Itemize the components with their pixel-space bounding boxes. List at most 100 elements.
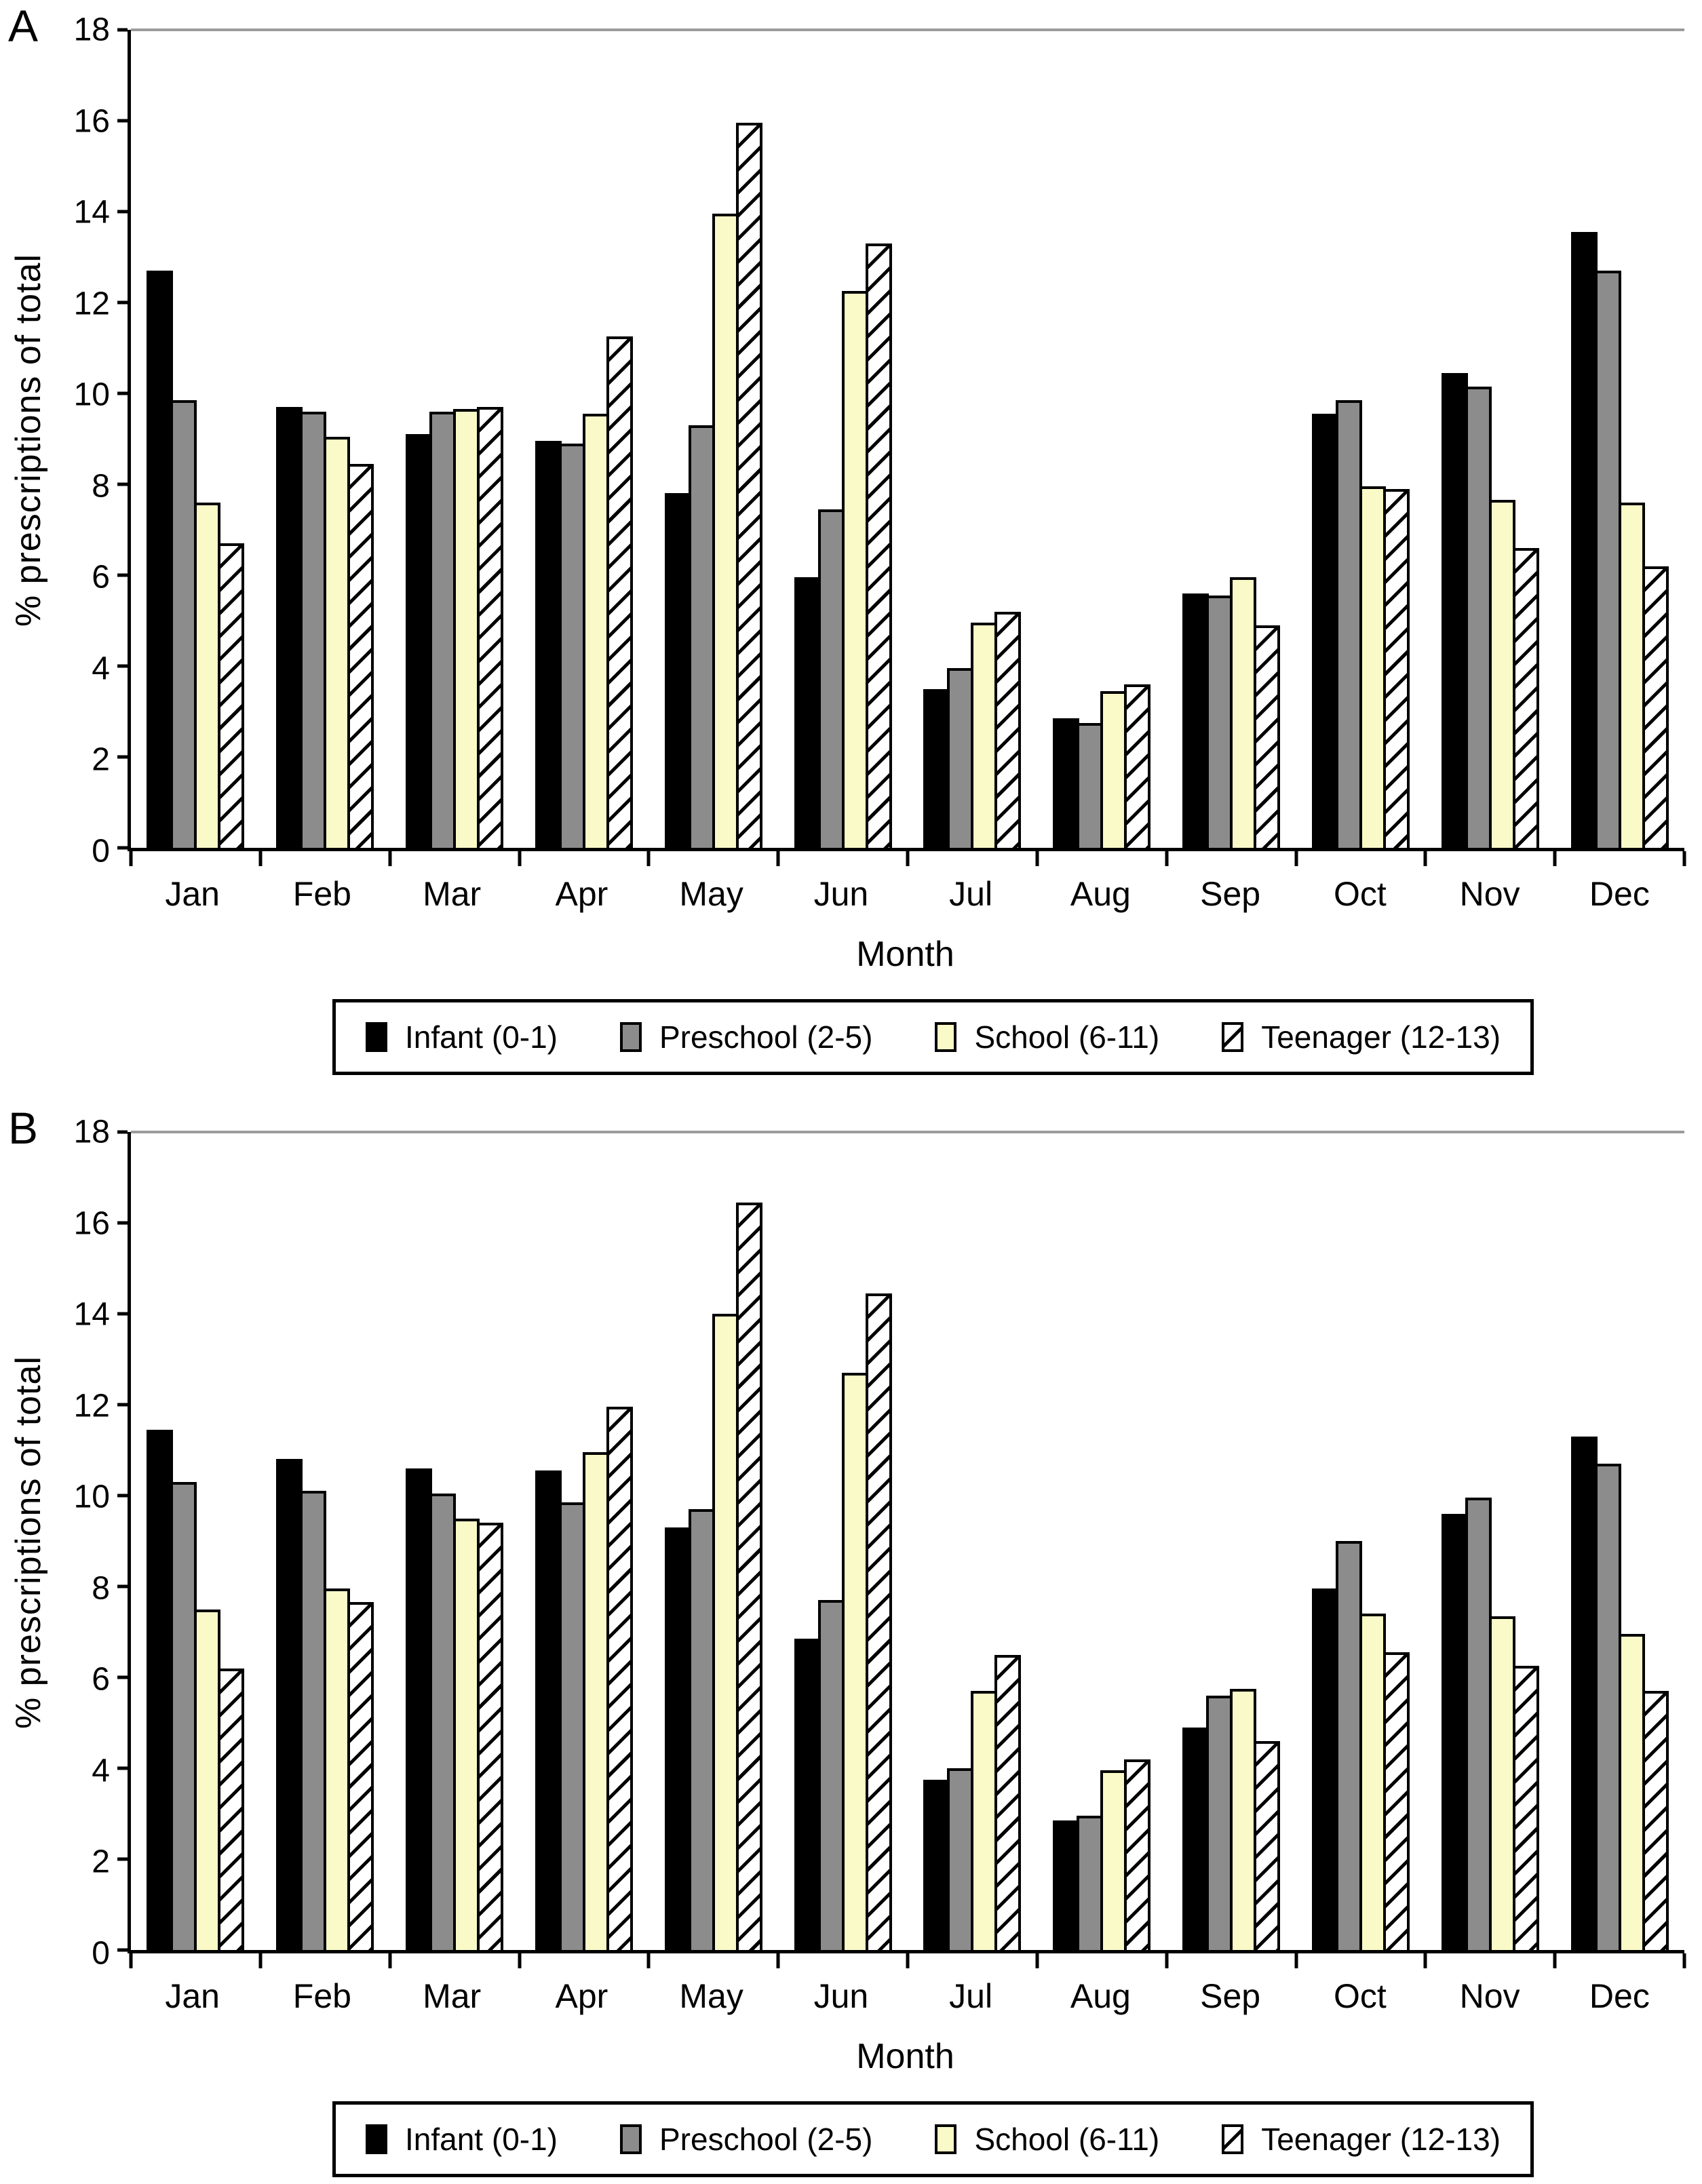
bar-teenager-oct	[1382, 488, 1410, 848]
bar-teenager-may	[735, 123, 762, 848]
y-tick-mark	[117, 1584, 128, 1588]
bar-group-sep	[1167, 30, 1296, 848]
x-tick-label-nov: Nov	[1459, 875, 1520, 913]
bar-school-oct	[1359, 1614, 1386, 1950]
bar-infant-oct	[1311, 1588, 1338, 1950]
y-tick-mark	[117, 846, 128, 850]
bar-infant-sep	[1182, 593, 1210, 848]
bar-group-apr	[519, 30, 649, 848]
bar-school-oct	[1359, 486, 1386, 848]
bar-group-jan	[131, 1132, 260, 1950]
bar-infant-nov	[1441, 372, 1468, 848]
y-tick-label-18: 18	[73, 12, 110, 48]
bar-teenager-jan	[218, 543, 245, 848]
x-tick-label-aug: Aug	[1070, 1977, 1131, 2015]
bar-teenager-jul	[994, 1654, 1022, 1950]
x-axis-category-labels: Jan Feb Mar Apr May Jun Jul Aug Sep Oct Nov Dec	[128, 874, 1684, 914]
bar-infant-jan	[147, 1429, 174, 1950]
bar-infant-feb	[276, 407, 303, 848]
bar-teenager-jun	[865, 243, 892, 848]
x-tick-label-sep: Sep	[1200, 1977, 1261, 2015]
x-axis-title: Month	[856, 2037, 954, 2076]
bar-infant-jun	[794, 577, 821, 848]
bar-preschool-mar	[429, 1493, 457, 1950]
legend-label: School (6-11)	[974, 2122, 1160, 2157]
y-tick-mark	[117, 210, 128, 214]
bar-infant-mar	[406, 434, 433, 848]
x-tick-mark	[1682, 1953, 1686, 1968]
x-tick-mark	[388, 1953, 392, 1968]
bar-preschool-oct	[1335, 1541, 1362, 1950]
bar-preschool-aug	[1077, 1816, 1104, 1950]
y-tick-mark	[117, 1766, 128, 1770]
bar-preschool-may	[688, 1509, 715, 1950]
x-tick-mark	[1553, 851, 1557, 866]
bar-preschool-aug	[1077, 722, 1104, 848]
bar-school-sep	[1230, 1688, 1257, 1950]
x-tick-label-jul: Jul	[949, 875, 993, 913]
bar-infant-may	[664, 493, 691, 848]
bar-infant-feb	[276, 1459, 303, 1950]
legend-label: Infant (0-1)	[405, 1019, 558, 1055]
x-tick-mark	[776, 851, 780, 866]
y-tick-mark	[117, 755, 128, 759]
x-tick-mark	[1682, 851, 1686, 866]
bar-preschool-may	[688, 425, 715, 848]
bar-teenager-apr	[606, 1407, 633, 1950]
legend-item-teenager: Teenager (12-13)	[1222, 2121, 1501, 2158]
legend-label: Infant (0-1)	[405, 2122, 558, 2157]
bar-infant-aug	[1053, 1820, 1080, 1950]
x-tick-mark	[388, 851, 392, 866]
x-axis-title: Month	[856, 935, 954, 974]
bar-teenager-nov	[1512, 1666, 1539, 1950]
preschool-swatch-icon	[620, 2124, 642, 2154]
x-tick-label-dec: Dec	[1589, 875, 1650, 913]
bar-school-jan	[194, 502, 221, 848]
bar-infant-jan	[147, 271, 174, 848]
school-swatch-icon	[935, 2124, 957, 2154]
x-tick-label-jan: Jan	[165, 875, 220, 913]
legend-item-preschool: Preschool (2-5)	[620, 1019, 872, 1055]
bar-group-may	[649, 1132, 778, 1950]
bar-group-feb	[260, 30, 390, 848]
infant-swatch-icon	[366, 1022, 387, 1052]
bar-infant-apr	[535, 1470, 562, 1950]
y-tick-label-14: 14	[73, 194, 110, 231]
y-tick-mark	[117, 1130, 128, 1134]
legend-item-school: School (6-11)	[935, 2121, 1159, 2158]
bar-group-may	[649, 30, 778, 848]
bar-group-jun	[778, 30, 908, 848]
y-tick-mark	[117, 1494, 128, 1498]
y-tick-mark	[117, 1675, 128, 1679]
x-tick-label-nov: Nov	[1459, 1977, 1520, 2015]
bars-area	[131, 30, 1684, 848]
y-tick-label-16: 16	[73, 103, 110, 140]
legend-label: Teenager (12-13)	[1261, 2122, 1501, 2157]
bar-preschool-jun	[817, 509, 845, 848]
x-tick-label-aug: Aug	[1070, 875, 1131, 913]
y-tick-mark	[117, 573, 128, 577]
y-tick-label-0: 0	[92, 1935, 110, 1972]
plot-area	[117, 28, 1686, 866]
x-tick-mark	[1553, 1953, 1557, 1968]
y-tick-mark	[117, 1312, 128, 1316]
bar-school-jul	[971, 1691, 998, 1950]
bar-teenager-dec	[1642, 1691, 1669, 1950]
bar-infant-dec	[1570, 232, 1598, 848]
bar-school-sep	[1230, 577, 1257, 848]
bar-teenager-oct	[1382, 1652, 1410, 1950]
y-tick-mark	[117, 300, 128, 305]
y-tick-label-10: 10	[73, 376, 110, 413]
bar-school-aug	[1100, 690, 1127, 848]
y-axis-title: % prescriptions of total	[9, 254, 48, 627]
bar-school-aug	[1100, 1770, 1127, 1950]
bar-group-feb	[260, 1132, 390, 1950]
bar-teenager-aug	[1124, 1759, 1151, 1950]
bar-infant-nov	[1441, 1513, 1468, 1950]
bar-infant-oct	[1311, 414, 1338, 848]
y-tick-label-8: 8	[92, 1570, 110, 1607]
x-tick-label-apr: Apr	[555, 1977, 608, 2015]
x-tick-mark	[1294, 851, 1298, 866]
legend-item-school: School (6-11)	[935, 1019, 1159, 1055]
bar-preschool-dec	[1594, 271, 1621, 848]
